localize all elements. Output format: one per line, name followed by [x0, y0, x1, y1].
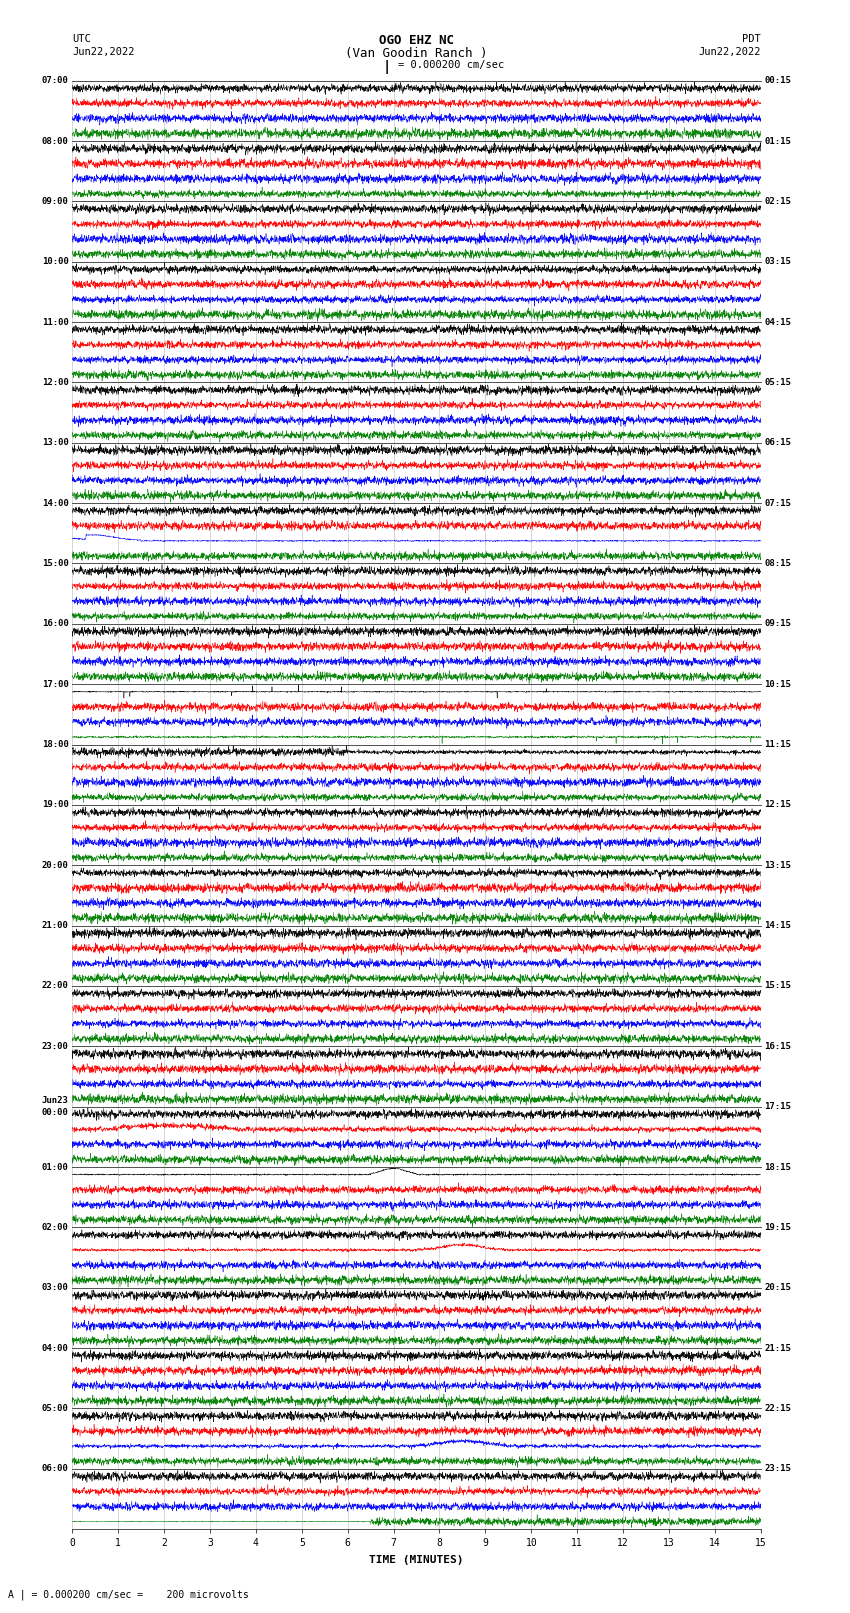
- Text: 22:00: 22:00: [42, 981, 69, 990]
- Text: 07:00: 07:00: [42, 76, 69, 85]
- Text: 22:15: 22:15: [764, 1403, 791, 1413]
- Text: 06:00: 06:00: [42, 1465, 69, 1473]
- Text: Jun22,2022: Jun22,2022: [698, 47, 761, 56]
- Text: 05:15: 05:15: [764, 377, 791, 387]
- Text: 08:00: 08:00: [42, 137, 69, 145]
- Text: PDT: PDT: [742, 34, 761, 44]
- Text: 20:00: 20:00: [42, 861, 69, 869]
- Text: OGO EHZ NC: OGO EHZ NC: [379, 34, 454, 47]
- Text: 19:00: 19:00: [42, 800, 69, 810]
- Text: 11:15: 11:15: [764, 740, 791, 748]
- Text: 02:15: 02:15: [764, 197, 791, 206]
- Text: A | = 0.000200 cm/sec =    200 microvolts: A | = 0.000200 cm/sec = 200 microvolts: [8, 1589, 249, 1600]
- Text: 03:15: 03:15: [764, 256, 791, 266]
- Text: 15:15: 15:15: [764, 981, 791, 990]
- Text: 00:00: 00:00: [42, 1108, 69, 1118]
- Text: 17:00: 17:00: [42, 679, 69, 689]
- Text: (Van Goodin Ranch ): (Van Goodin Ranch ): [345, 47, 488, 60]
- Text: 21:15: 21:15: [764, 1344, 791, 1353]
- Text: 18:00: 18:00: [42, 740, 69, 748]
- Text: UTC: UTC: [72, 34, 91, 44]
- Text: 13:00: 13:00: [42, 439, 69, 447]
- Text: 20:15: 20:15: [764, 1284, 791, 1292]
- Text: 16:00: 16:00: [42, 619, 69, 629]
- Text: 08:15: 08:15: [764, 560, 791, 568]
- Text: 04:00: 04:00: [42, 1344, 69, 1353]
- Text: 21:00: 21:00: [42, 921, 69, 931]
- Text: 07:15: 07:15: [764, 498, 791, 508]
- Text: 11:00: 11:00: [42, 318, 69, 326]
- Text: 10:00: 10:00: [42, 256, 69, 266]
- Text: 00:15: 00:15: [764, 76, 791, 85]
- Text: |: |: [382, 60, 391, 74]
- Text: 12:15: 12:15: [764, 800, 791, 810]
- Text: 15:00: 15:00: [42, 560, 69, 568]
- Text: TIME (MINUTES): TIME (MINUTES): [369, 1555, 464, 1565]
- Text: 16:15: 16:15: [764, 1042, 791, 1050]
- Text: = 0.000200 cm/sec: = 0.000200 cm/sec: [398, 60, 504, 69]
- Text: Jun23: Jun23: [42, 1097, 69, 1105]
- Text: 02:00: 02:00: [42, 1223, 69, 1232]
- Text: 14:00: 14:00: [42, 498, 69, 508]
- Text: 12:00: 12:00: [42, 377, 69, 387]
- Text: 19:15: 19:15: [764, 1223, 791, 1232]
- Text: Jun22,2022: Jun22,2022: [72, 47, 135, 56]
- Text: 06:15: 06:15: [764, 439, 791, 447]
- Text: 13:15: 13:15: [764, 861, 791, 869]
- Text: 10:15: 10:15: [764, 679, 791, 689]
- Text: 01:15: 01:15: [764, 137, 791, 145]
- Text: 17:15: 17:15: [764, 1102, 791, 1111]
- Text: 03:00: 03:00: [42, 1284, 69, 1292]
- Text: 23:00: 23:00: [42, 1042, 69, 1050]
- Text: 14:15: 14:15: [764, 921, 791, 931]
- Text: 05:00: 05:00: [42, 1403, 69, 1413]
- Text: 01:00: 01:00: [42, 1163, 69, 1171]
- Text: 18:15: 18:15: [764, 1163, 791, 1171]
- Text: 04:15: 04:15: [764, 318, 791, 326]
- Text: 09:00: 09:00: [42, 197, 69, 206]
- Text: 23:15: 23:15: [764, 1465, 791, 1473]
- Text: 09:15: 09:15: [764, 619, 791, 629]
